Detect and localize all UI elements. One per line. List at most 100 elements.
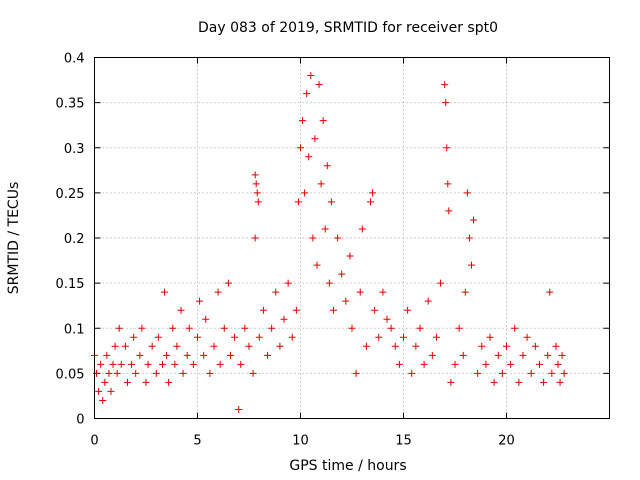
data-point: [305, 153, 313, 161]
data-point: [303, 90, 311, 98]
data-point: [301, 189, 309, 197]
data-point: [459, 351, 467, 359]
data-point: [194, 333, 201, 341]
data-point: [552, 342, 560, 350]
data-point: [482, 360, 490, 368]
data-point: [309, 234, 317, 242]
data-point: [447, 378, 455, 386]
y-tick-label: 0.15: [56, 277, 85, 292]
data-point: [346, 252, 354, 260]
data-point: [138, 324, 146, 332]
data-point: [196, 297, 204, 305]
data-point: [136, 351, 144, 359]
data-point: [235, 405, 243, 413]
data-point: [154, 333, 162, 341]
data-point: [369, 189, 377, 197]
data-point: [251, 171, 259, 179]
data-point: [288, 333, 296, 341]
data-point: [556, 378, 564, 386]
data-point: [284, 279, 292, 287]
x-tick-label: 0: [90, 434, 98, 449]
data-point: [169, 324, 177, 332]
data-point: [268, 324, 276, 332]
data-point: [148, 342, 156, 350]
data-point: [325, 279, 333, 287]
data-point: [352, 369, 360, 377]
data-point: [200, 351, 208, 359]
data-point: [490, 378, 498, 386]
data-point: [252, 180, 260, 188]
chart-title: Day 083 of 2019, SRMTID for receiver spt…: [198, 20, 498, 36]
data-point: [101, 378, 109, 386]
data-point: [253, 189, 261, 197]
data-point: [474, 369, 482, 377]
data-point: [455, 324, 463, 332]
data-point: [202, 315, 210, 323]
data-point: [428, 351, 436, 359]
data-point: [463, 189, 471, 197]
data-point: [259, 306, 267, 314]
data-point: [470, 216, 478, 224]
data-point: [254, 198, 262, 206]
data-point: [424, 297, 432, 305]
data-point: [173, 342, 181, 350]
data-point: [313, 261, 321, 269]
x-tick-label: 10: [292, 434, 309, 449]
data-point: [210, 342, 218, 350]
data-point: [272, 288, 280, 296]
x-tick-label: 20: [498, 434, 515, 449]
data-point: [128, 360, 136, 368]
x-axis-title: GPS time / hours: [289, 458, 406, 474]
data-point: [249, 369, 257, 377]
data-point: [338, 270, 346, 278]
data-point: [515, 378, 523, 386]
data-point: [165, 378, 173, 386]
y-tick-label: 0.2: [64, 232, 85, 247]
data-point: [408, 369, 416, 377]
data-point: [558, 351, 566, 359]
data-point: [507, 360, 515, 368]
data-point: [307, 72, 315, 80]
grid-layer: [94, 57, 610, 419]
x-tick-label: 15: [395, 434, 412, 449]
y-tick-label: 0.3: [64, 142, 85, 157]
data-point: [299, 117, 307, 125]
data-point: [292, 306, 300, 314]
data-point: [445, 207, 453, 215]
data-point-layer: [91, 72, 568, 413]
y-tick-label: 0: [76, 413, 84, 428]
y-axis-title: SRMTID / TECUs: [6, 182, 22, 295]
data-point: [375, 333, 383, 341]
data-point: [206, 369, 214, 377]
data-point: [498, 369, 506, 377]
data-point: [451, 360, 459, 368]
data-point: [177, 306, 185, 314]
data-point: [319, 117, 327, 125]
data-point: [132, 369, 140, 377]
data-point: [519, 351, 527, 359]
y-tick-label: 0.35: [56, 97, 85, 112]
data-point: [546, 288, 554, 296]
data-point: [315, 81, 323, 89]
data-point: [117, 360, 125, 368]
data-point: [416, 324, 424, 332]
data-point: [113, 369, 121, 377]
data-point: [107, 387, 115, 395]
data-point: [115, 324, 123, 332]
data-point: [560, 369, 568, 377]
data-point: [264, 351, 272, 359]
data-point: [342, 297, 350, 305]
y-tick-label: 0.4: [64, 52, 85, 67]
data-point: [321, 225, 329, 233]
data-point: [348, 324, 356, 332]
data-point: [467, 261, 475, 269]
plot-frame: [94, 57, 610, 419]
data-point: [358, 225, 366, 233]
y-tick-label: 0.25: [56, 187, 85, 202]
y-tick-label: 0.1: [64, 322, 85, 337]
data-point: [383, 315, 391, 323]
data-point: [531, 342, 539, 350]
data-point: [395, 360, 403, 368]
data-point: [391, 342, 399, 350]
